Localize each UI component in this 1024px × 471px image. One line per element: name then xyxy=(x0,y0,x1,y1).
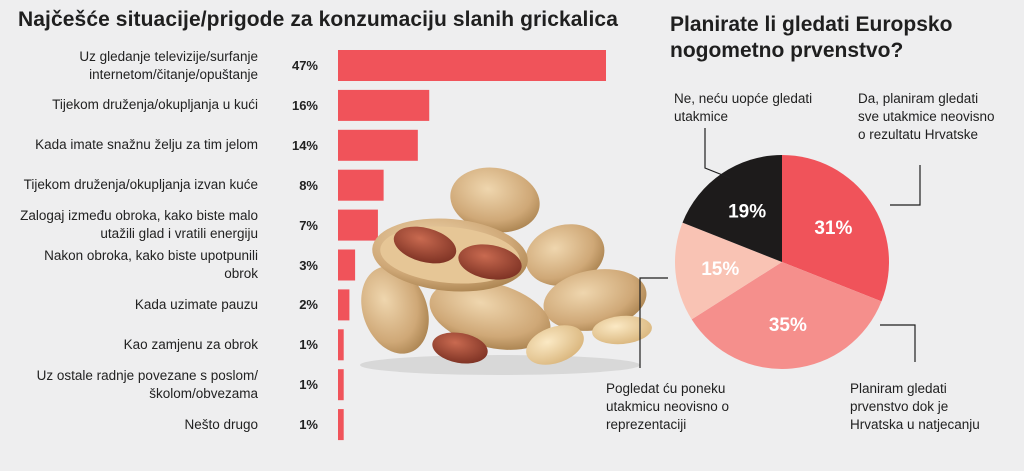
bar-category-label: Tijekom druženja/okupljanja izvan kuće xyxy=(23,177,258,193)
bar-2 xyxy=(338,129,418,161)
bar-category-label: Kada imate snažnu želju za tim jelom xyxy=(35,137,258,153)
leader-all xyxy=(890,165,921,206)
bar-3 xyxy=(338,169,384,201)
bar-category-label: Kada uzimate pauzu xyxy=(134,296,258,312)
bar-category-label: Uz ostale radnje povezane s poslom/ škol… xyxy=(36,367,258,401)
pie-slice-all-value: 31% xyxy=(814,218,852,239)
bar-chart-title: Najčešće situacije/prigode za konzumacij… xyxy=(18,8,618,31)
pie-chart-title: Planirate li gledati Europsko nogometno … xyxy=(670,13,953,62)
bar-category-label: Kao zamjenu za obrok xyxy=(123,336,258,352)
bar-value-label: 1% xyxy=(299,377,318,393)
bar-category-label: Zalogaj između obroka, kako biste malo u… xyxy=(20,208,258,242)
bar-category-label: Nakon obroka, kako biste upotpunili obro… xyxy=(44,248,258,281)
leader-while xyxy=(880,324,916,362)
pie-slice-no xyxy=(682,154,782,262)
pie-label-while: Planiram gledati prvenstvo dok je Hrvats… xyxy=(850,381,980,432)
pie-label-all: Da, planiram gledati sve utakmice neovis… xyxy=(858,91,995,142)
bar-value-label: 8% xyxy=(299,177,318,193)
bar-category-label: Tijekom druženja/okupljanja u kući xyxy=(52,97,258,113)
pie-slice-all xyxy=(782,155,889,302)
bar-value-label: 7% xyxy=(299,217,318,233)
bar-value-label: 14% xyxy=(291,137,318,153)
leader-some xyxy=(639,277,668,368)
bar-value-label: 1% xyxy=(299,417,318,433)
bar-1 xyxy=(338,89,430,121)
pie-slice-some xyxy=(674,222,782,320)
bar-value-label: 2% xyxy=(299,297,318,313)
bar-value-label: 47% xyxy=(291,58,318,73)
bar-category-label: Uz gledanje televizije/surfanje internet… xyxy=(79,48,258,82)
pie-label-some: Pogledat ću poneku utakmicu neovisno o r… xyxy=(606,381,730,432)
bar-6 xyxy=(338,289,350,321)
bar-5 xyxy=(338,249,356,281)
bar-8 xyxy=(338,369,344,401)
bar-7 xyxy=(338,329,344,361)
bar-value-label: 16% xyxy=(291,97,318,113)
bar-value-label: 1% xyxy=(299,337,318,353)
bar-4 xyxy=(338,209,378,241)
peanuts-illustration xyxy=(360,167,652,375)
bar-0 xyxy=(338,50,606,81)
leader-no xyxy=(704,128,731,179)
pie-slice-no-value: 19% xyxy=(728,202,766,223)
bar-value-label: 3% xyxy=(299,257,318,273)
pie-slice-while-value: 35% xyxy=(769,315,807,336)
pie-label-no: Ne, neću uopće gledati utakmice xyxy=(674,91,813,124)
pie-slice-while xyxy=(691,262,882,369)
bar-9 xyxy=(338,409,344,441)
bar-category-label: Nešto drugo xyxy=(184,416,258,432)
pie-slice-some-value: 15% xyxy=(701,259,739,280)
